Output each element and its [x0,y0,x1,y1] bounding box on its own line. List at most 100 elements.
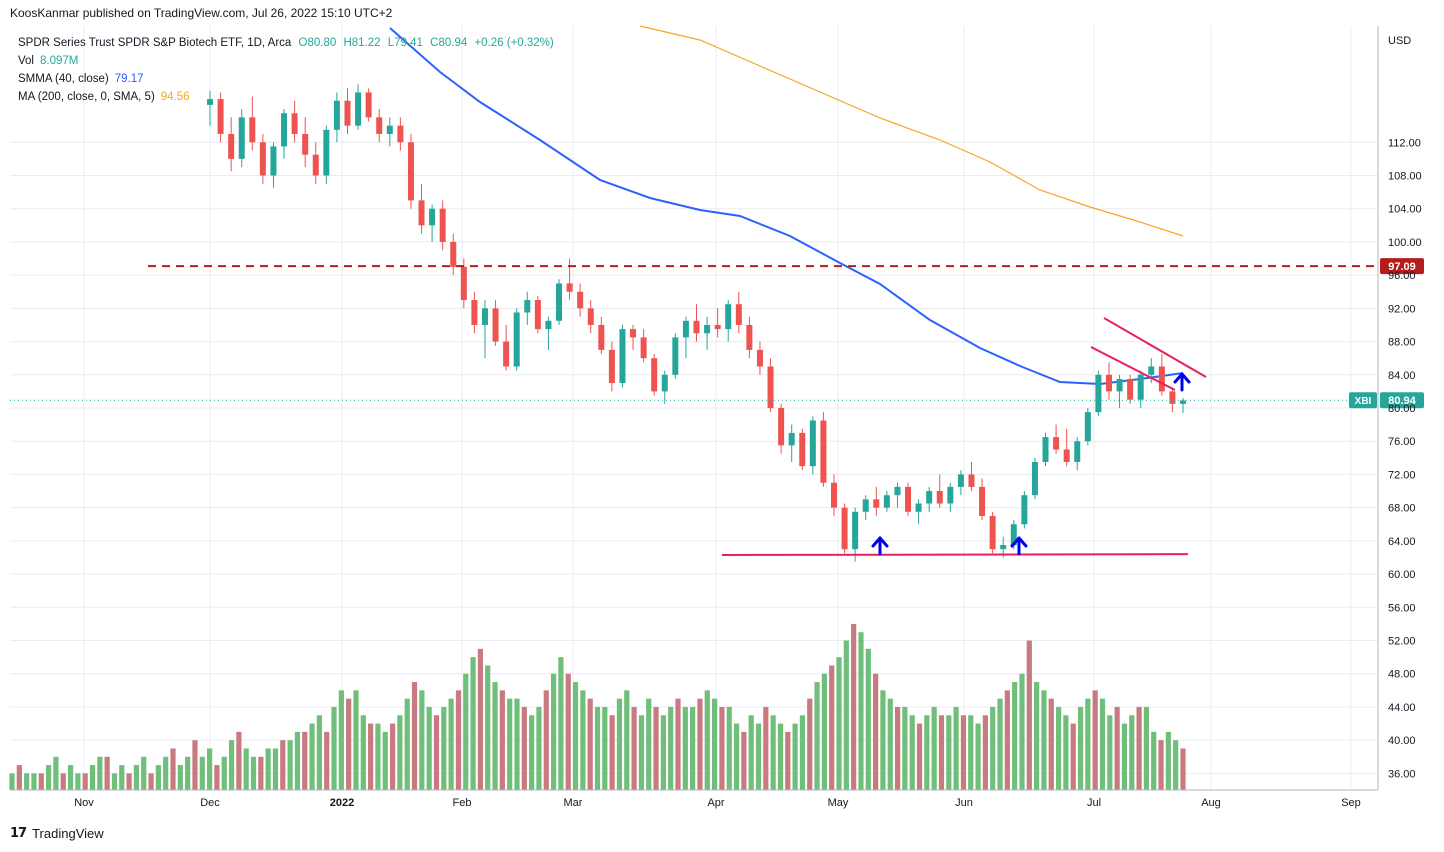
candle-body [1021,495,1028,525]
y-tick-label: 60.00 [1388,569,1416,581]
volume-bar [668,706,674,790]
volume-bar [1004,690,1010,790]
legend-high: H81.22 [343,37,381,49]
candle-body [735,304,742,325]
candle-body [693,320,700,334]
support-line [721,553,1189,556]
volume-bar [902,706,908,790]
volume-bar [507,698,513,790]
volume-bar [616,698,623,790]
volume-bar [938,715,945,790]
y-tick-label: 104.00 [1388,204,1422,216]
volume-bar [214,765,220,790]
volume-bar [755,723,762,790]
candle-body [386,125,393,134]
x-tick-label: Aug [1201,797,1221,809]
candle-body [1127,378,1134,400]
channel-lower-line [1090,346,1176,391]
candle-body [492,308,499,342]
up-arrow-icon [1010,536,1028,556]
legend-volume-row: Vol 8.097M [18,52,558,70]
candle-body [450,241,457,267]
candle-body [809,420,816,467]
volume-bar [807,698,813,790]
volume-bar [1026,640,1032,790]
volume-bar [104,756,110,790]
y-tick-label: 36.00 [1388,768,1416,780]
volume-bar [770,715,776,790]
candle-body [915,503,922,512]
candle-body [767,366,774,408]
volume-bar [712,698,718,790]
volume-bar [287,740,293,790]
volume-bar [485,665,491,790]
volume-bar [631,706,637,790]
candle-body [1148,366,1155,375]
candle-body [682,320,689,338]
volume-bar [24,773,30,790]
candle-body [1084,412,1091,442]
volume-bar [924,715,930,790]
volume-bar [16,765,22,790]
volume-bar [426,706,432,790]
x-tick-label: Mar [564,797,583,809]
candle-body [302,133,309,155]
legend-low: L79.41 [387,37,423,49]
y-tick-label: 52.00 [1388,636,1416,648]
candle-body [291,113,298,134]
volume-bar [477,648,483,790]
y-tick-label: 72.00 [1388,469,1416,481]
volume-bar [221,756,227,790]
chart-legend: SPDR Series Trust SPDR S&P Biotech ETF, … [18,34,558,106]
volume-bar [690,706,696,790]
legend-ma-label: MA (200, close, 0, SMA, 5) [18,91,155,103]
candle-body [725,304,732,330]
volume-bar [133,765,140,790]
volume-bar [1180,748,1186,790]
volume-bar [814,682,820,790]
candle-body [270,146,277,176]
chart-axes: 112.00 108.00 104.00 100.00 96.00 92.00 88.00 8… [10,26,1422,809]
volume-bar [763,706,769,790]
candle-body [1180,400,1186,404]
volume-bar [170,748,176,790]
volume-bar [785,731,791,790]
volume-bar [309,723,315,790]
y-tick-label: 48.00 [1388,669,1416,681]
volume-bar [529,715,535,790]
candle-body [608,349,615,384]
volume-bar [1063,715,1069,790]
resistance-price-label: 97.09 [1388,261,1416,273]
volume-bar [550,673,557,790]
volume-bar [346,698,352,790]
volume-bar [558,657,564,790]
volume-bar [719,706,725,790]
volume-bar [397,715,403,790]
candle-body [238,117,245,159]
volume-bar [968,715,974,790]
volume-bar [514,698,520,790]
candle-body [862,499,869,512]
last-price-tag [1380,392,1424,409]
volume-bar [704,690,710,790]
volume-bar [1136,706,1142,790]
legend-volume-value: 8.097M [40,55,79,67]
candle-body [841,507,848,550]
candle-body [228,133,235,159]
candle-body [598,324,605,350]
y-tick-label: 84.00 [1388,370,1416,382]
volume-bar [894,706,901,790]
volume-bar [624,690,630,790]
volume-bar [302,731,308,790]
volume-bar [1085,698,1091,790]
volume-bar [975,723,981,790]
candle-body [926,491,933,504]
volume-bar [404,698,410,790]
volume-bar [192,740,198,790]
volume-bar [1077,706,1084,790]
volume-bar [185,756,191,790]
volume-bar [265,748,271,790]
candle-body [1010,524,1017,546]
candle-body [1074,441,1081,462]
price-chart[interactable]: 97.09 XBI 80.94 112.00 108.00 104.00 100.00 96… [0,0,1444,822]
